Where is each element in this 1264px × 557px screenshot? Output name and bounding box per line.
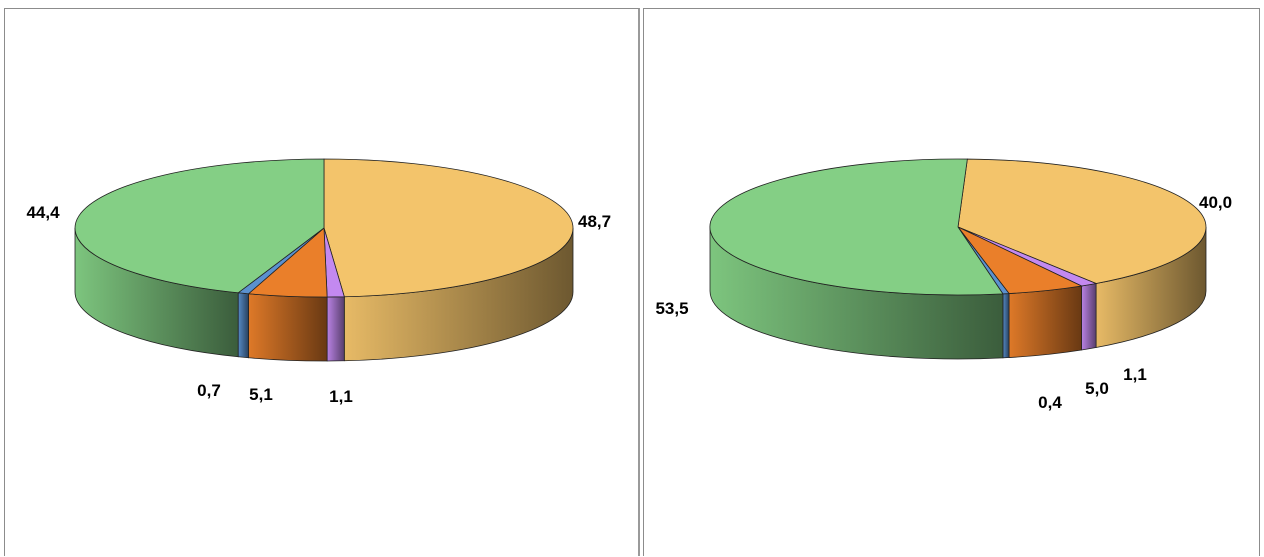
pie-slice-0 [323,158,574,298]
pie-side-1 [326,296,345,362]
data-label-0: 40,0 [1199,193,1232,212]
data-label-3: 0,7 [197,381,221,400]
pie-slice-4 [74,158,325,294]
chart-panel-left: 48,7 1,1 5,1 0,7 44,4 [4,8,640,556]
data-label-1: 1,1 [1123,365,1147,384]
pie-side-1 [1081,282,1097,351]
data-label-2: 5,1 [249,385,273,404]
pie-chart-right: 40,0 1,1 5,0 0,4 53,5 [655,158,1232,412]
data-label-4: 53,5 [655,299,688,318]
pie-side-2 [1008,285,1082,358]
pie-side-2 [248,293,328,362]
pie-slice-4 [709,158,1004,296]
pie-slice-0 [957,158,1207,284]
data-label-4: 44,4 [26,203,60,222]
data-label-0: 48,7 [578,212,611,231]
pie-chart-left: 48,7 1,1 5,1 0,7 44,4 [26,158,611,406]
data-label-1: 1,1 [329,387,353,406]
pie-side-3 [1002,293,1010,359]
chart-panel-right: 40,0 1,1 5,0 0,4 53,5 [643,8,1260,556]
data-label-3: 0,4 [1038,393,1062,412]
data-label-2: 5,0 [1085,379,1109,398]
pie-side-3 [237,292,249,359]
